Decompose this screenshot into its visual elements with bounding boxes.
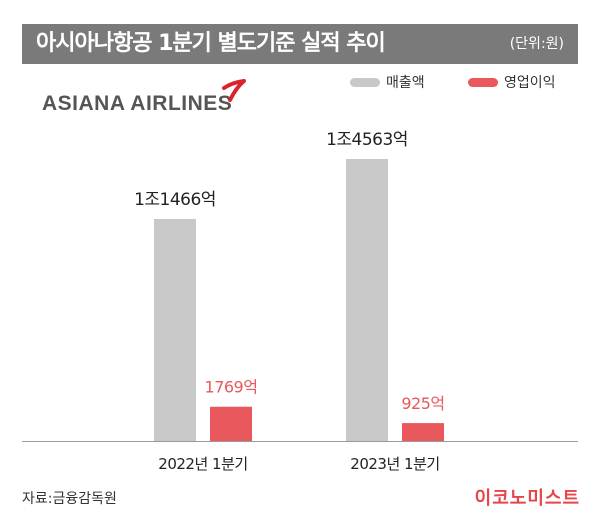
legend-item-operating-profit: 영업이익 xyxy=(468,72,556,92)
legend-label-revenue: 매출액 xyxy=(386,75,425,91)
asiana-logo-text: ASIANA AIRLINES xyxy=(42,92,233,115)
unit-label: (단위:원) xyxy=(509,36,564,52)
data-label-revenue-1: 1조4563억 xyxy=(326,130,408,150)
publisher-logo: 이코노미스트 xyxy=(474,488,580,509)
bar-revenue-0 xyxy=(154,218,196,441)
data-label-revenue-0: 1조1466억 xyxy=(134,190,216,210)
title-bar: 아시아나항공 1분기 별도기준 실적 추이 (단위:원) xyxy=(22,24,578,64)
asiana-wing-mark-icon xyxy=(222,79,246,102)
x-tick-label-1: 2023년 1분기 xyxy=(350,455,439,473)
legend-item-revenue: 매출액 xyxy=(350,72,425,92)
bar-operating-profit-0 xyxy=(210,406,252,441)
legend-swatch-revenue xyxy=(350,77,380,87)
source-note: 자료:금융감독원 xyxy=(22,491,117,507)
chart-title: 아시아나항공 1분기 별도기준 실적 추이 xyxy=(36,31,386,56)
bar-operating-profit-1 xyxy=(402,423,444,441)
data-label-operating-profit-1: 925억 xyxy=(401,394,444,413)
legend-label-operating-profit: 영업이익 xyxy=(504,75,556,91)
legend-swatch-operating-profit xyxy=(468,77,498,87)
x-tick-label-0: 2022년 1분기 xyxy=(158,455,247,473)
bar-revenue-1 xyxy=(346,159,388,441)
data-label-operating-profit-0: 1769억 xyxy=(205,378,258,397)
